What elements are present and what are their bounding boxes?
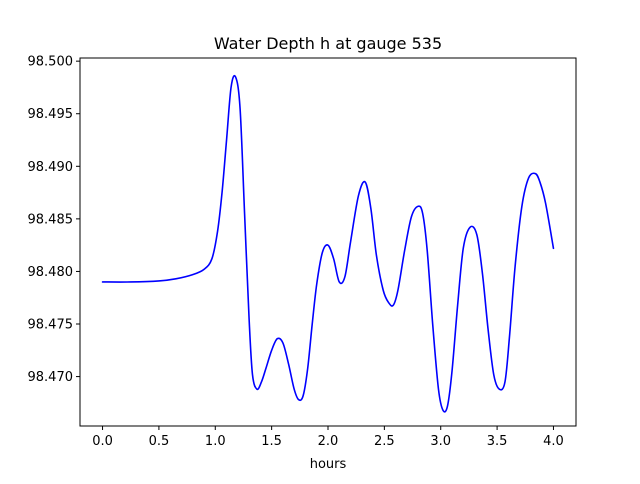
y-tick-label: 98.495	[28, 107, 74, 122]
series-layer	[101, 74, 555, 413]
x-tick-label: 2.5	[374, 434, 395, 449]
y-tick-label: 98.480	[28, 265, 74, 280]
x-tick-label: 1.5	[261, 434, 282, 449]
plot-frame	[79, 57, 577, 427]
x-tick-label: 3.0	[430, 434, 451, 449]
x-tick-label: 3.5	[487, 434, 508, 449]
series-line-0	[101, 74, 555, 413]
x-tick-label: 4.0	[543, 434, 564, 449]
x-tick-label: 0.5	[149, 434, 170, 449]
y-tick-label: 98.485	[28, 212, 74, 227]
y-tick-label: 98.490	[28, 160, 74, 175]
x-tick-label: 2.0	[318, 434, 339, 449]
y-tick-label: 98.500	[28, 55, 74, 70]
y-tick-label: 98.475	[28, 318, 74, 333]
x-axis-title: hours	[310, 457, 347, 472]
y-axis-ticks: 98.470 98.475 98.480 98.485 98.490 98.495 98.5…	[28, 55, 80, 385]
x-axis-ticks: 0.0 0.5 1.0 1.5 2.0 2.5 3.0 3.5 4.0	[92, 426, 564, 449]
y-tick-label: 98.470	[28, 370, 74, 385]
x-tick-label: 0.0	[92, 434, 113, 449]
chart-title: Water Depth h at gauge 535	[214, 34, 442, 53]
x-tick-label: 1.0	[205, 434, 226, 449]
